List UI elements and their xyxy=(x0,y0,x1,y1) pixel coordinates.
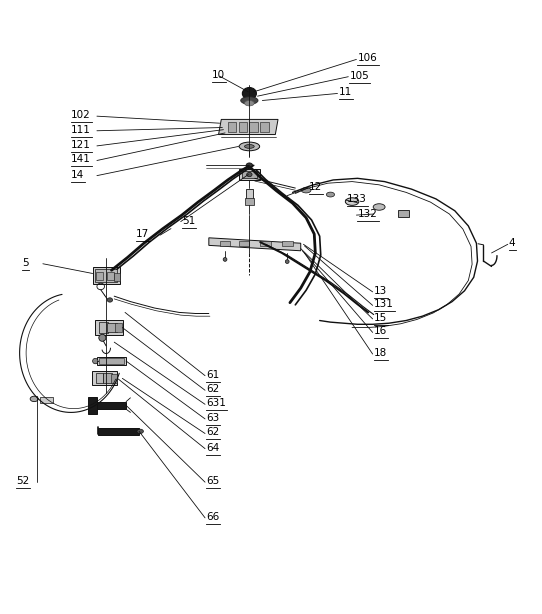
Bar xyxy=(95,320,123,335)
Ellipse shape xyxy=(247,173,252,177)
Ellipse shape xyxy=(244,101,254,106)
Text: 62: 62 xyxy=(206,427,220,437)
Bar xyxy=(95,269,117,282)
Text: 66: 66 xyxy=(206,511,220,522)
Bar xyxy=(238,169,260,180)
Bar xyxy=(96,357,126,365)
Text: 106: 106 xyxy=(358,53,377,63)
Bar xyxy=(228,122,236,132)
Ellipse shape xyxy=(99,334,106,341)
Ellipse shape xyxy=(93,359,98,363)
Bar xyxy=(282,241,293,246)
Bar xyxy=(96,373,104,383)
Bar xyxy=(246,189,253,203)
Bar xyxy=(238,122,247,132)
Text: 105: 105 xyxy=(350,71,369,80)
Text: 63: 63 xyxy=(206,413,220,423)
Text: 64: 64 xyxy=(206,443,220,453)
Text: 61: 61 xyxy=(206,370,220,379)
Bar xyxy=(238,241,249,246)
Text: 51: 51 xyxy=(182,216,195,225)
Text: 4: 4 xyxy=(509,238,515,248)
Bar xyxy=(220,241,230,246)
Bar xyxy=(98,427,139,435)
Ellipse shape xyxy=(241,96,258,104)
Text: 111: 111 xyxy=(71,125,91,134)
Bar xyxy=(96,272,104,280)
Text: 5: 5 xyxy=(22,258,29,268)
Text: 13: 13 xyxy=(374,286,387,296)
Text: 17: 17 xyxy=(136,229,149,239)
Bar xyxy=(397,210,409,217)
Bar xyxy=(107,323,117,332)
Text: 15: 15 xyxy=(374,313,387,323)
Text: 132: 132 xyxy=(358,209,377,219)
Bar xyxy=(99,322,108,333)
Text: 133: 133 xyxy=(347,194,366,204)
Text: 14: 14 xyxy=(71,169,84,179)
Text: 121: 121 xyxy=(71,140,91,150)
Bar xyxy=(242,171,257,178)
Text: 12: 12 xyxy=(309,182,322,192)
Text: 10: 10 xyxy=(211,69,224,80)
Bar xyxy=(249,122,258,132)
Ellipse shape xyxy=(239,142,260,151)
Bar xyxy=(88,397,97,413)
Bar xyxy=(104,373,112,383)
Polygon shape xyxy=(209,238,301,251)
Bar xyxy=(96,402,126,409)
Polygon shape xyxy=(218,119,278,134)
Bar xyxy=(111,374,118,383)
Text: 102: 102 xyxy=(71,110,91,120)
Bar xyxy=(260,241,271,246)
Bar xyxy=(260,122,269,132)
Text: 16: 16 xyxy=(374,326,387,336)
Text: 65: 65 xyxy=(206,476,220,486)
Bar xyxy=(92,371,118,386)
Text: 131: 131 xyxy=(374,299,393,309)
Text: 52: 52 xyxy=(16,476,29,486)
Text: 631: 631 xyxy=(206,398,226,408)
Ellipse shape xyxy=(326,192,334,197)
Bar xyxy=(107,272,114,280)
Text: 11: 11 xyxy=(339,87,352,98)
Ellipse shape xyxy=(301,187,311,193)
Ellipse shape xyxy=(107,298,113,302)
Ellipse shape xyxy=(223,257,227,262)
Ellipse shape xyxy=(242,88,256,99)
Bar xyxy=(99,359,124,363)
Bar xyxy=(115,323,122,332)
Bar xyxy=(114,273,120,281)
Ellipse shape xyxy=(345,198,359,205)
Text: 18: 18 xyxy=(374,348,387,358)
Text: 62: 62 xyxy=(206,384,220,394)
Ellipse shape xyxy=(244,144,254,149)
Ellipse shape xyxy=(137,429,144,433)
Bar xyxy=(244,198,254,205)
Ellipse shape xyxy=(246,163,253,168)
Bar xyxy=(93,267,120,284)
Bar xyxy=(40,397,54,403)
Ellipse shape xyxy=(285,260,289,263)
Ellipse shape xyxy=(30,396,38,402)
Ellipse shape xyxy=(373,204,385,210)
Text: 141: 141 xyxy=(71,154,91,165)
